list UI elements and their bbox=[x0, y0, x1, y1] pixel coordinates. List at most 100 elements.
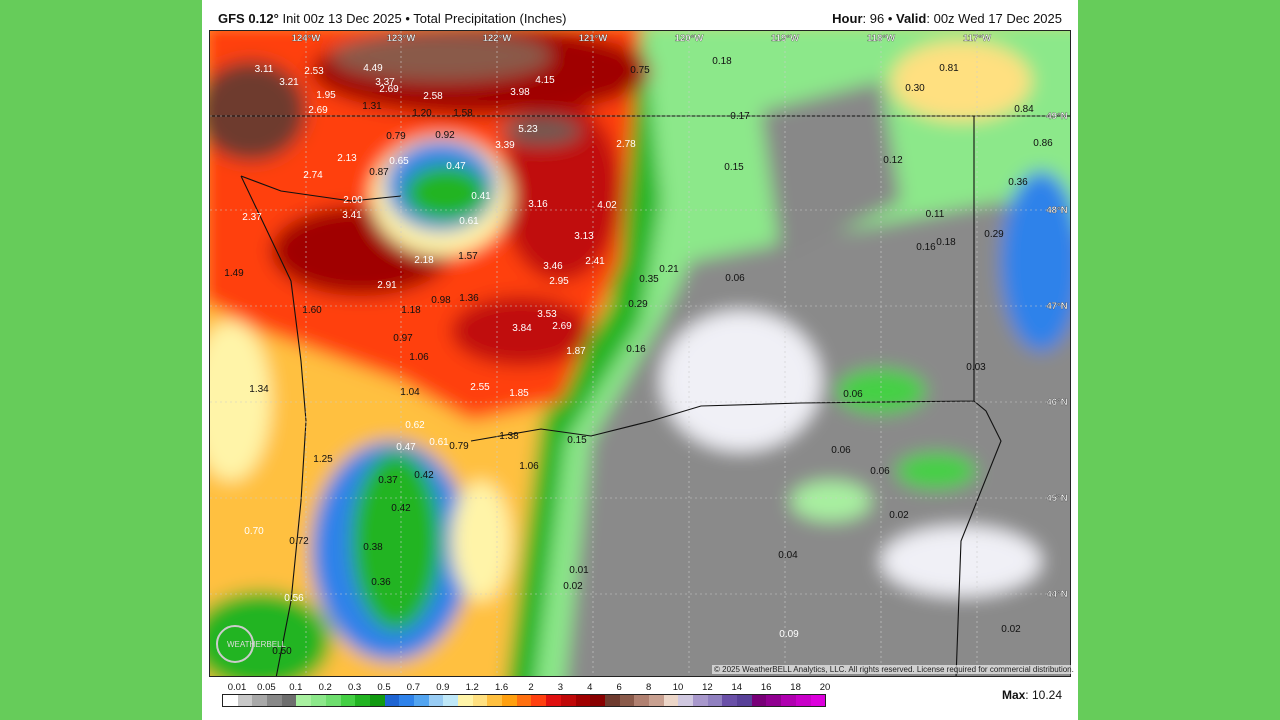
precip-value-label: 0.36 bbox=[371, 577, 391, 588]
precip-value-label: 0.17 bbox=[730, 111, 750, 122]
precip-value-label: 3.98 bbox=[510, 87, 530, 98]
legend-label: 10 bbox=[672, 682, 684, 693]
legend-swatch bbox=[795, 695, 811, 706]
precip-value-label: 3.84 bbox=[512, 323, 532, 334]
latitude-label: 49°N bbox=[1046, 111, 1067, 122]
precip-value-label: 0.06 bbox=[870, 466, 890, 477]
precip-value-label: 3.41 bbox=[342, 210, 362, 221]
legend-swatch bbox=[413, 695, 429, 706]
legend-label: 16 bbox=[760, 682, 772, 693]
precip-value-label: 1.95 bbox=[316, 90, 336, 101]
longitude-label: 117°W bbox=[963, 33, 991, 44]
precip-value-label: 4.49 bbox=[363, 63, 383, 74]
precip-field bbox=[210, 31, 1070, 676]
legend-label: 12 bbox=[702, 682, 713, 693]
precip-value-label: 0.47 bbox=[396, 442, 416, 453]
legend-label: 0.3 bbox=[347, 682, 362, 693]
precip-value-label: 0.04 bbox=[778, 550, 798, 561]
legend-swatch bbox=[722, 695, 738, 706]
legend-swatch bbox=[296, 695, 312, 706]
legend-swatch bbox=[443, 695, 458, 706]
legend-swatch bbox=[267, 695, 282, 706]
precip-value-label: 0.75 bbox=[630, 65, 650, 76]
precip-value-label: 0.06 bbox=[831, 445, 851, 456]
precip-value-label: 2.95 bbox=[549, 276, 569, 287]
legend-swatch bbox=[472, 695, 488, 706]
precip-value-label: 4.15 bbox=[535, 75, 555, 86]
precip-value-label: 0.98 bbox=[431, 295, 451, 306]
legend-swatch bbox=[428, 695, 444, 706]
precip-value-label: 0.84 bbox=[1014, 104, 1034, 115]
precip-value-label: 1.58 bbox=[453, 108, 473, 119]
legend-swatch bbox=[619, 695, 635, 706]
precip-value-label: 2.91 bbox=[377, 280, 397, 291]
legend-swatch bbox=[560, 695, 576, 706]
precip-value-label: 0.65 bbox=[389, 156, 409, 167]
precip-value-label: 1.38 bbox=[499, 431, 519, 442]
longitude-label: 118°W bbox=[867, 33, 895, 44]
svg-text:WEATHERBELL: WEATHERBELL bbox=[227, 640, 287, 649]
legend-swatch bbox=[648, 695, 664, 706]
legend-swatch bbox=[575, 695, 591, 706]
precip-value-label: 2.69 bbox=[552, 321, 572, 332]
latitude-label: 46°N bbox=[1046, 397, 1067, 408]
legend-swatch bbox=[369, 695, 385, 706]
precip-value-label: 0.11 bbox=[926, 209, 945, 220]
precip-value-label: 0.21 bbox=[659, 264, 679, 275]
precip-value-label: 1.36 bbox=[459, 293, 479, 304]
precip-value-label: 0.92 bbox=[435, 130, 455, 141]
precip-value-label: 0.16 bbox=[916, 242, 936, 253]
precip-value-label: 0.06 bbox=[725, 273, 745, 284]
precip-value-label: 2.18 bbox=[414, 255, 434, 266]
latitude-label: 48°N bbox=[1046, 205, 1067, 216]
map-title: GFS 0.12° Init 00z 13 Dec 2025 • Total P… bbox=[218, 11, 567, 26]
precip-value-label: 0.37 bbox=[378, 475, 398, 486]
precip-value-label: 1.49 bbox=[224, 268, 244, 279]
legend-swatch bbox=[281, 695, 297, 706]
precip-value-label: 0.06 bbox=[843, 389, 863, 400]
precip-value-label: 1.31 bbox=[362, 101, 382, 112]
legend-swatch bbox=[458, 695, 473, 706]
precip-value-label: 3.21 bbox=[279, 77, 299, 88]
precip-value-label: 0.62 bbox=[405, 420, 425, 431]
legend-label: 3 bbox=[557, 682, 564, 693]
legend-label: 14 bbox=[731, 682, 743, 693]
precip-value-label: 0.61 bbox=[429, 437, 449, 448]
precip-value-label: 2.78 bbox=[616, 139, 636, 150]
legend-label: 8 bbox=[645, 682, 652, 693]
legend-swatch bbox=[355, 695, 370, 706]
legend-colorbar bbox=[222, 694, 826, 707]
precip-value-label: 0.29 bbox=[628, 299, 648, 310]
precip-value-label: 0.36 bbox=[1008, 177, 1028, 188]
legend-label: 6 bbox=[616, 682, 622, 693]
legend-swatch bbox=[737, 695, 752, 706]
copyright: © 2025 WeatherBELL Analytics, LLC. All r… bbox=[712, 665, 1076, 674]
precip-value-label: 3.37 bbox=[375, 77, 395, 88]
legend-swatch bbox=[663, 695, 679, 706]
precip-value-label: 3.16 bbox=[528, 199, 548, 210]
precip-value-label: 1.34 bbox=[249, 384, 269, 395]
longitude-label: 121°W bbox=[579, 33, 608, 44]
precip-value-label: 1.04 bbox=[400, 387, 420, 398]
precip-value-label: 3.13 bbox=[574, 231, 594, 242]
legend-swatch bbox=[546, 695, 561, 706]
legend-swatch bbox=[810, 695, 826, 706]
precip-value-label: 0.97 bbox=[393, 333, 413, 344]
legend-swatch bbox=[707, 695, 723, 706]
precip-value-label: 3.11 bbox=[255, 64, 274, 75]
precip-value-label: 0.56 bbox=[284, 593, 304, 604]
longitude-label: 120°W bbox=[675, 33, 704, 44]
legend-label: 0.7 bbox=[406, 682, 420, 693]
precip-value-label: 1.57 bbox=[458, 251, 478, 262]
map-svg: 124°W 123°W 122°W 121°W 120°W 119°W 118°W 117°W… bbox=[210, 31, 1070, 676]
precip-value-label: 0.79 bbox=[386, 131, 406, 142]
legend-label: 1.6 bbox=[494, 682, 509, 693]
legend-label: 0.2 bbox=[318, 682, 332, 693]
legend-swatch bbox=[502, 695, 517, 706]
legend-swatch bbox=[223, 695, 238, 706]
precip-value-label: 0.47 bbox=[446, 161, 466, 172]
latitude-label: 47°N bbox=[1046, 301, 1067, 312]
legend-swatch bbox=[590, 695, 605, 706]
legend-label: 1.2 bbox=[465, 682, 479, 693]
precip-value-label: 0.42 bbox=[391, 503, 411, 514]
